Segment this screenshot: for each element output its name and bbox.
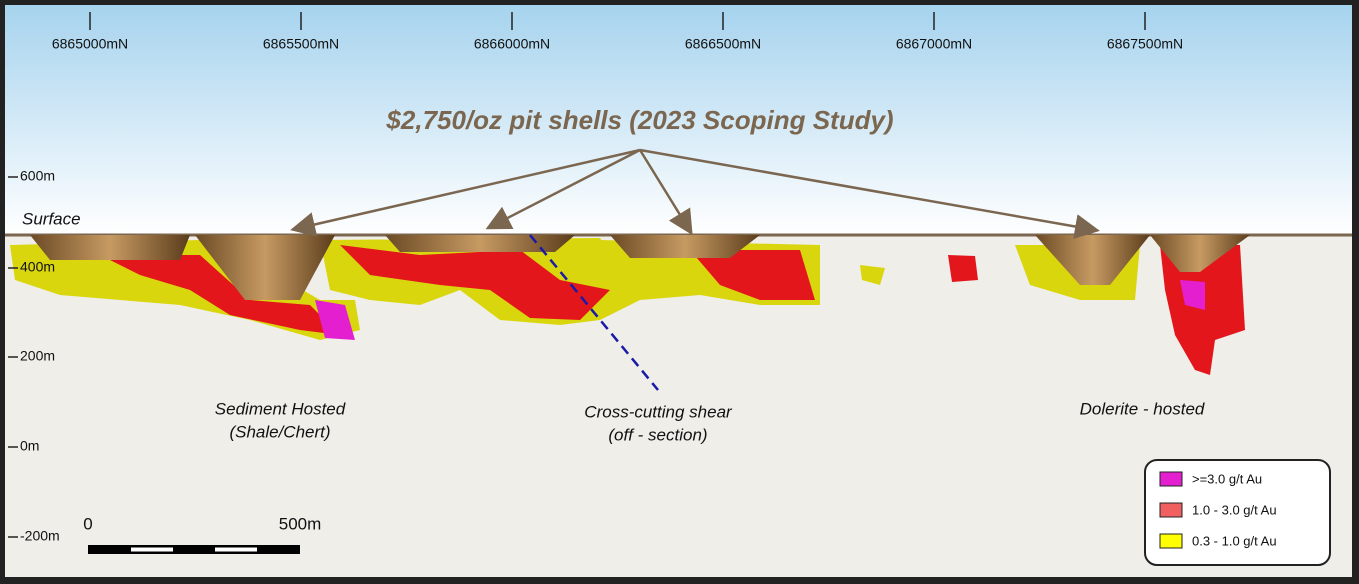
ore-high xyxy=(315,300,355,340)
scale-bar-segment xyxy=(131,547,173,552)
elevation-label: 0m xyxy=(20,438,39,454)
pit-shell xyxy=(385,235,575,252)
northing-label: 6866500mN xyxy=(685,36,761,52)
legend-swatch xyxy=(1159,502,1183,518)
scale-bar-segment xyxy=(215,547,257,552)
ore-low xyxy=(860,265,885,285)
elevation-label: 400m xyxy=(20,259,55,275)
pit-shell xyxy=(1035,235,1150,285)
legend-swatch xyxy=(1159,533,1183,549)
legend-box xyxy=(1144,459,1331,566)
pit-shell xyxy=(30,235,190,260)
ore-bodies xyxy=(10,238,1245,375)
northing-ticks xyxy=(89,12,1146,30)
pit-shell xyxy=(1150,235,1250,272)
ore-mid xyxy=(690,250,815,300)
northing-label: 6866000mN xyxy=(474,36,550,52)
elevation-ticks xyxy=(8,176,18,538)
arrows xyxy=(290,148,1100,239)
legend: >=3.0 g/t Au 1.0 - 3.0 g/t Au 0.3 - 1.0 … xyxy=(1144,459,1331,566)
annotation: (off - section) xyxy=(608,425,707,444)
pit-shells xyxy=(30,235,1250,300)
annotation: (Shale/Chert) xyxy=(229,422,330,441)
legend-label: 0.3 - 1.0 g/t Au xyxy=(1192,533,1277,548)
sky xyxy=(5,5,1352,235)
ore-mid xyxy=(948,255,978,282)
legend-swatch xyxy=(1159,471,1183,487)
northing-label: 6865000mN xyxy=(52,36,128,52)
elevation-label: 200m xyxy=(20,348,55,364)
elevation-label: 600m xyxy=(20,168,55,184)
scale-label: 500m xyxy=(279,514,322,533)
northing-label: 6867000mN xyxy=(896,36,972,52)
surface-label: Surface xyxy=(22,209,81,228)
legend-label: 1.0 - 3.0 g/t Au xyxy=(1192,502,1277,517)
ore-mid xyxy=(1160,245,1245,375)
scale-label: 0 xyxy=(83,514,92,533)
annotation: Sediment Hosted xyxy=(215,399,346,418)
elevation-label: -200m xyxy=(20,528,60,544)
shear-line xyxy=(529,234,659,391)
arrow xyxy=(638,149,693,236)
scale-bar xyxy=(88,545,300,554)
title: $2,750/oz pit shells (2023 Scoping Study… xyxy=(385,105,893,135)
ore-high xyxy=(1180,280,1205,310)
northing-label: 6865500mN xyxy=(263,36,339,52)
arrow xyxy=(290,148,641,237)
arrow xyxy=(485,148,641,230)
ore-mid xyxy=(340,245,610,320)
scale-bar-frame xyxy=(88,545,300,554)
annotation: Cross-cutting shear xyxy=(584,402,733,421)
pit-shell xyxy=(610,235,760,258)
pit-shell xyxy=(195,235,335,300)
ore-mid xyxy=(100,255,340,335)
northing-label: 6867500mN xyxy=(1107,36,1183,52)
legend-label: >=3.0 g/t Au xyxy=(1192,471,1262,486)
arrow xyxy=(639,148,1100,239)
annotation: Dolerite - hosted xyxy=(1080,399,1205,418)
